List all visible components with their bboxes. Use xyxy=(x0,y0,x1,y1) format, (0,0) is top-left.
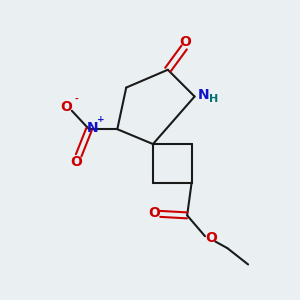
Text: O: O xyxy=(148,206,160,220)
Text: O: O xyxy=(180,34,192,49)
Text: O: O xyxy=(61,100,72,114)
Text: N: N xyxy=(198,88,209,102)
Text: H: H xyxy=(209,94,218,104)
Text: O: O xyxy=(205,231,217,245)
Text: +: + xyxy=(97,115,105,124)
Text: N: N xyxy=(87,121,98,135)
Text: -: - xyxy=(74,94,78,103)
Text: O: O xyxy=(70,155,82,169)
